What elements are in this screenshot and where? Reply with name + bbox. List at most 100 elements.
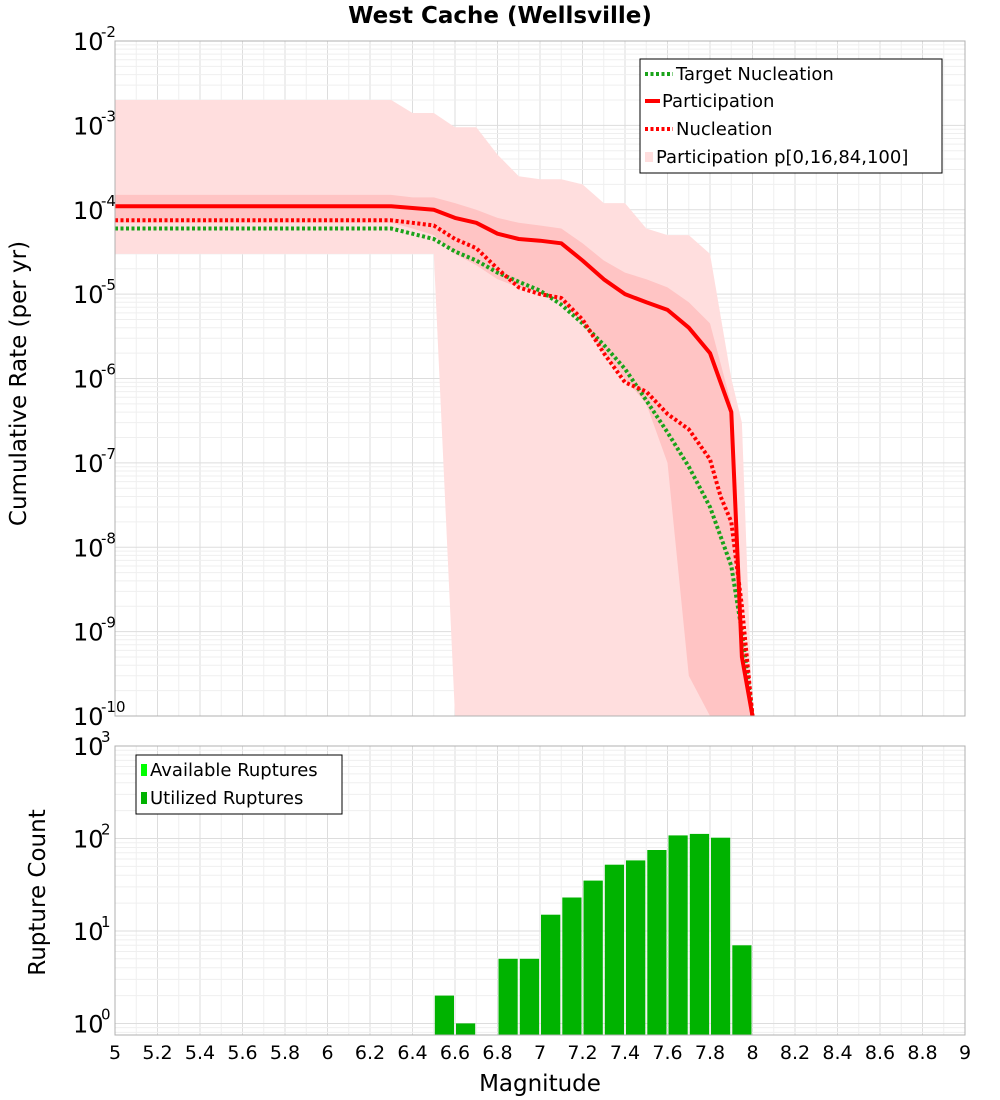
y-tick-label: 10-6 bbox=[73, 361, 116, 394]
y-tick-label: 10-4 bbox=[73, 192, 116, 225]
bar bbox=[583, 880, 603, 1035]
bar bbox=[668, 835, 688, 1035]
y-tick-base: 10 bbox=[73, 366, 104, 394]
x-tick-label: 6 bbox=[321, 1042, 333, 1064]
y-tick-exponent: 2 bbox=[101, 820, 111, 838]
legend-swatch bbox=[645, 152, 653, 162]
y-tick-exponent: -7 bbox=[101, 445, 116, 463]
y-tick-exponent: -9 bbox=[101, 614, 116, 632]
x-tick-label: 5 bbox=[109, 1042, 121, 1064]
x-tick-label: 7 bbox=[534, 1042, 546, 1064]
x-axis-label: Magnitude bbox=[479, 1071, 601, 1097]
y-tick-base: 10 bbox=[73, 733, 104, 761]
x-tick-label: 5.2 bbox=[142, 1042, 172, 1064]
bar bbox=[732, 945, 752, 1035]
y-tick-base: 10 bbox=[73, 450, 104, 478]
legend-label: Participation p[0,16,84,100] bbox=[656, 147, 908, 168]
bar bbox=[562, 897, 582, 1035]
y-tick-exponent: 0 bbox=[101, 1005, 111, 1023]
count-plot-bars bbox=[434, 833, 752, 1035]
bar bbox=[626, 860, 646, 1035]
y-tick-exponent: -5 bbox=[101, 276, 116, 294]
x-tick-label: 6.4 bbox=[397, 1042, 427, 1064]
participation-band bbox=[115, 100, 753, 716]
y-tick-exponent: -8 bbox=[101, 529, 116, 547]
bar bbox=[498, 958, 518, 1035]
line-target-nucleation bbox=[115, 226, 755, 716]
x-tick-label: 8 bbox=[746, 1042, 758, 1064]
y-tick-base: 10 bbox=[73, 534, 104, 562]
legend-swatch bbox=[141, 792, 147, 804]
x-ticks: 5 5.2 5.4 5.6 5.8 6 6.2 6.4 6.6 6.8 7 7.2 7.4 7.6 7.8 8… bbox=[109, 1042, 971, 1064]
legend-box bbox=[135, 754, 343, 815]
y-tick-exponent: -6 bbox=[101, 361, 116, 379]
y-tick-base: 10 bbox=[73, 112, 104, 140]
bar bbox=[711, 837, 731, 1035]
x-tick-label: 7.4 bbox=[610, 1042, 640, 1064]
y-tick-label: 10-3 bbox=[73, 107, 116, 140]
x-tick-label: 6.8 bbox=[482, 1042, 512, 1064]
rate-plot-legend: Target Nucleation Participation Nucleation… bbox=[639, 58, 943, 174]
legend-label: Nucleation bbox=[676, 119, 772, 140]
bar bbox=[519, 958, 540, 1035]
x-tick-label: 7.8 bbox=[695, 1042, 725, 1064]
y-tick-label: 100 bbox=[73, 1005, 111, 1038]
bar bbox=[541, 914, 561, 1035]
chart-title: West Cache (Wellsville) bbox=[348, 3, 652, 29]
x-tick-label: 5.6 bbox=[227, 1042, 257, 1064]
y-tick-base: 10 bbox=[73, 28, 104, 56]
y-tick-label: 103 bbox=[73, 728, 111, 761]
y-tick-base: 10 bbox=[73, 281, 104, 309]
bar bbox=[647, 850, 667, 1035]
y-tick-label: 10-7 bbox=[73, 445, 116, 478]
count-plot-y-label: Rupture Count bbox=[25, 809, 51, 975]
y-tick-base: 10 bbox=[73, 619, 104, 647]
legend-swatch bbox=[141, 764, 147, 776]
y-tick-exponent: -4 bbox=[101, 192, 116, 210]
y-tick-label: 10-10 bbox=[73, 698, 126, 731]
x-tick-label: 8.8 bbox=[907, 1042, 937, 1064]
y-tick-exponent: -10 bbox=[101, 698, 126, 716]
count-plot-grid bbox=[114, 745, 966, 1035]
y-tick-base: 10 bbox=[73, 703, 104, 731]
bar bbox=[434, 995, 454, 1035]
y-tick-label: 10-2 bbox=[73, 23, 116, 56]
rate-plot-y-label: Cumulative Rate (per yr) bbox=[6, 241, 32, 526]
y-tick-base: 10 bbox=[73, 197, 104, 225]
x-tick-label: 7.6 bbox=[652, 1042, 682, 1064]
legend-label: Target Nucleation bbox=[675, 64, 834, 85]
rate-plot-frame bbox=[114, 40, 966, 717]
y-tick-label: 10-8 bbox=[73, 529, 116, 562]
y-tick-exponent: 3 bbox=[101, 728, 111, 746]
count-plot-legend: Available Ruptures Utilized Ruptures bbox=[135, 754, 343, 815]
x-tick-label: 7.2 bbox=[567, 1042, 597, 1064]
count-plot-frame bbox=[114, 745, 966, 1036]
line-nucleation bbox=[115, 218, 755, 716]
legend-label: Utilized Ruptures bbox=[150, 788, 303, 809]
y-tick-base: 10 bbox=[73, 825, 104, 853]
y-tick-exponent: 1 bbox=[101, 913, 111, 931]
rate-plot-lines bbox=[115, 204, 755, 716]
x-tick-label: 8.6 bbox=[865, 1042, 895, 1064]
line-participation bbox=[115, 204, 755, 716]
legend-box bbox=[639, 58, 943, 174]
y-tick-base: 10 bbox=[73, 1010, 104, 1038]
legend-label: Available Ruptures bbox=[150, 760, 318, 781]
x-tick-label: 6.2 bbox=[355, 1042, 385, 1064]
y-tick-label: 101 bbox=[73, 913, 111, 946]
x-tick-label: 6.6 bbox=[440, 1042, 470, 1064]
y-tick-exponent: -3 bbox=[101, 107, 116, 125]
bar bbox=[456, 1023, 476, 1035]
y-tick-exponent: -2 bbox=[101, 23, 116, 41]
y-tick-base: 10 bbox=[73, 918, 104, 946]
y-tick-label: 102 bbox=[73, 820, 111, 853]
band-p16-p84 bbox=[115, 194, 753, 716]
legend-label: Participation bbox=[662, 91, 774, 112]
y-tick-label: 10-5 bbox=[73, 276, 116, 309]
x-tick-label: 8.2 bbox=[780, 1042, 810, 1064]
x-tick-label: 5.8 bbox=[270, 1042, 300, 1064]
x-tick-label: 9 bbox=[959, 1042, 971, 1064]
